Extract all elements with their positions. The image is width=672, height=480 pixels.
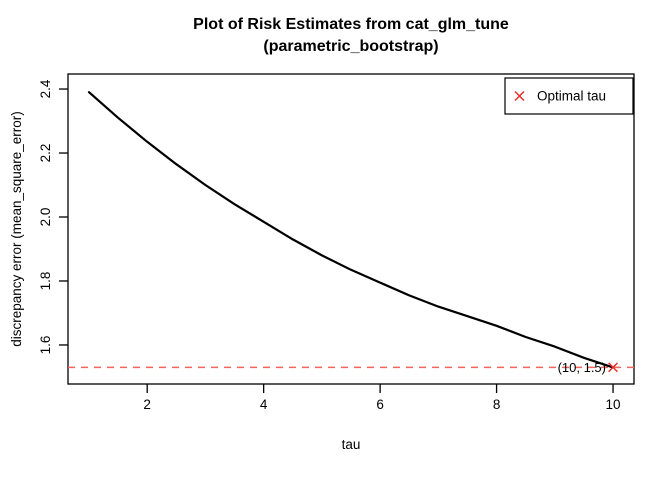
- x-tick-label: 2: [143, 397, 151, 412]
- legend: Optimal tau: [504, 77, 634, 115]
- y-axis-label: discrepancy error (mean_square_error): [9, 111, 24, 347]
- risk-curve: [87, 91, 615, 369]
- legend-x-marker-icon: [514, 90, 525, 102]
- x-axis-label: tau: [342, 437, 361, 452]
- y-tick-label: 1.6: [38, 336, 53, 355]
- x-tick-label: 6: [376, 397, 384, 412]
- optimal-point-marker-icon: [608, 362, 618, 373]
- plot-title-line2: (parametric_bootstrap): [263, 38, 438, 55]
- legend-label: Optimal tau: [537, 89, 606, 104]
- optimal-point-annotation: (10, 1.5): [558, 360, 606, 375]
- y-tick-label: 2.2: [38, 144, 53, 163]
- plot-box: [67, 73, 635, 385]
- chart-layer: 2 4 6 8 10 1.6 1.8 2.0 2.2 2.4: [38, 73, 635, 412]
- legend-box: [504, 77, 634, 115]
- x-tick-label: 4: [260, 397, 268, 412]
- y-tick-label: 2.4: [38, 79, 53, 98]
- plot-title-line1: Plot of Risk Estimates from cat_glm_tune: [193, 16, 509, 33]
- y-tick-label: 1.8: [38, 272, 53, 291]
- x-tick-label: 8: [493, 397, 501, 412]
- y-tick-label: 2.0: [38, 208, 53, 227]
- x-tick-label: 10: [606, 397, 621, 412]
